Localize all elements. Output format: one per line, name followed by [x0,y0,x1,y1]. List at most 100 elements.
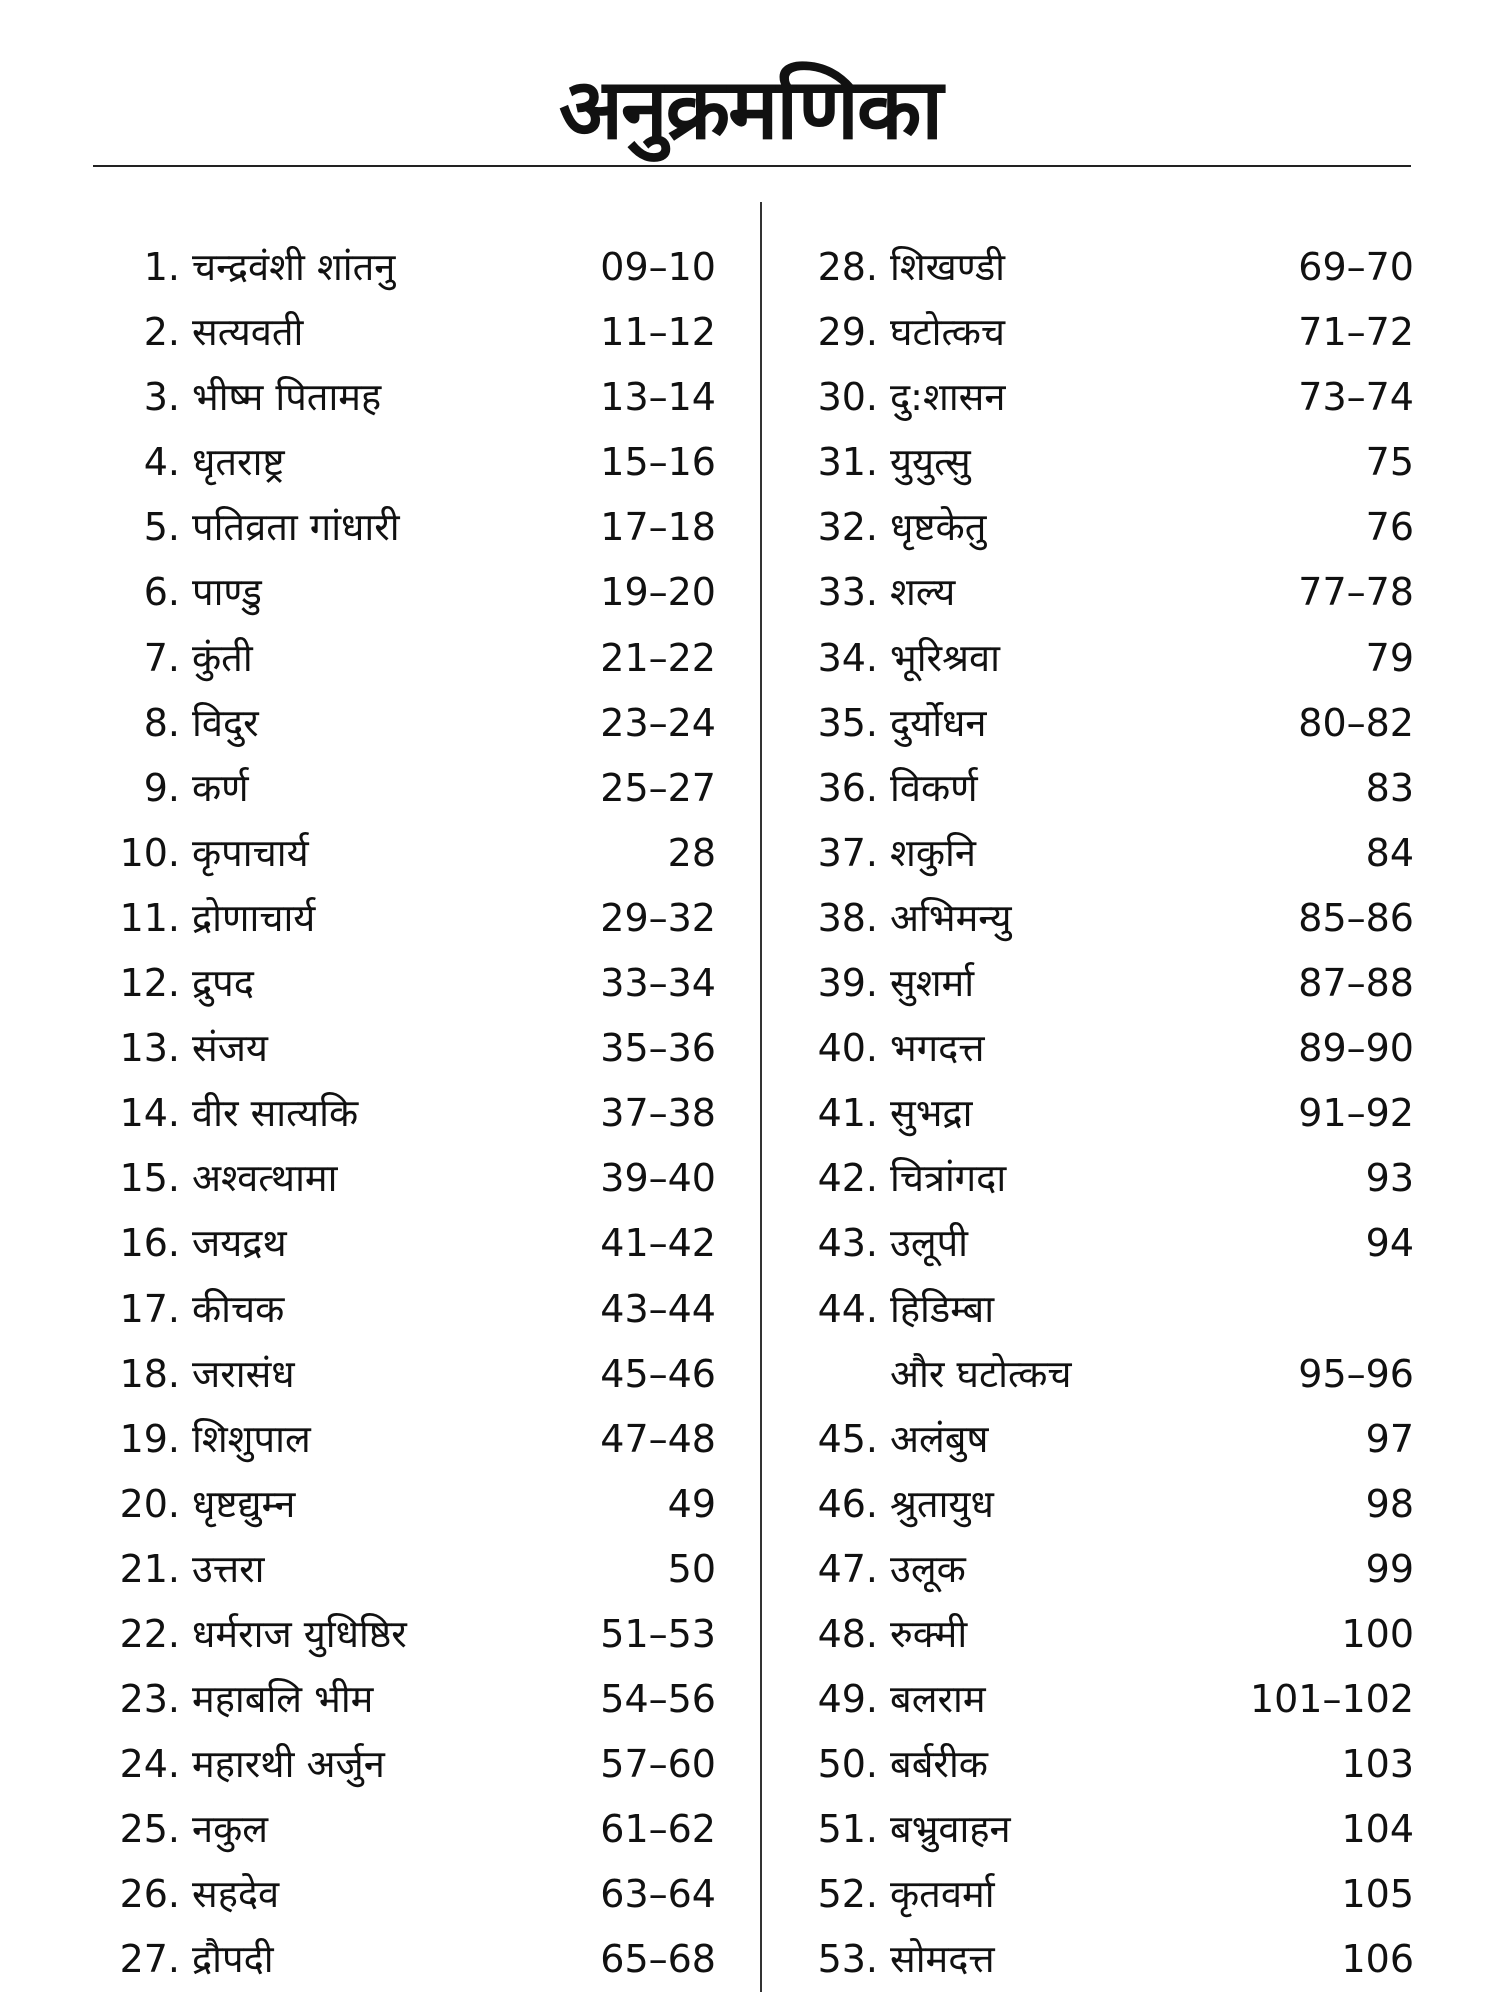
entry-title: द्रुपद [192,961,254,1006]
entry-number: 3. [143,375,180,420]
entry-title: सहदेव [192,1872,280,1917]
entry-number: 15. [119,1156,180,1201]
entry-title: कुंती [192,635,253,680]
entry-number: 35. [817,700,878,745]
entry-title: सत्यवती [192,310,304,355]
entry-number: 37. [817,830,878,875]
entry-pages: 69–70 [1298,245,1414,289]
entry-pages: 09–10 [600,245,716,289]
entry-number: 20. [119,1481,180,1526]
entry-number: 29. [817,310,878,355]
entry-pages: 47–48 [600,1416,716,1461]
toc-entry: 51. बभ्रुवाहन 104 [790,1797,1414,1862]
entry-number: 22. [119,1611,180,1656]
entry-number: 16. [119,1221,180,1266]
entry-title: नकुल [192,1807,269,1852]
entry-title: और घटोत्कच [890,1351,1072,1396]
entry-pages: 41–42 [600,1221,716,1266]
entry-pages: 45–46 [600,1351,716,1396]
entry-number: 4. [143,440,180,485]
toc-entry: 35. दुर्योधन 80–82 [790,691,1414,756]
toc-entry: 7. कुंती 21–22 [80,626,716,691]
toc-entry: 10. कृपाचार्य 28 [80,821,716,886]
toc-entry: 19. शिशुपाल 47–48 [80,1407,716,1472]
entry-number: 42. [817,1156,878,1201]
entry-title: धृतराष्ट्र [192,440,285,485]
entry-title: अलंबुष [890,1416,989,1461]
toc-entry: 18. जरासंध 45–46 [80,1342,716,1407]
entry-number: 51. [817,1807,878,1852]
entry-pages: 15–16 [600,440,716,485]
entry-title: विकर्ण [890,765,978,810]
entry-number: 1. [143,245,180,289]
page-title: अनुक्रमणिका [558,60,943,158]
toc-entry: 15. अश्वत्थामा 39–40 [80,1146,716,1211]
toc-entry: 47. उलूक 99 [790,1537,1414,1602]
entry-pages: 85–86 [1298,895,1414,940]
toc-entry: 50. बर्बरीक 103 [790,1732,1414,1797]
toc-entry: 37. शकुनि 84 [790,821,1414,886]
entry-number: 44. [817,1286,878,1331]
entry-pages: 77–78 [1298,570,1414,615]
entry-pages: 97 [1365,1416,1414,1461]
entry-number: 2. [143,310,180,355]
toc-entry: 26. सहदेव 63–64 [80,1862,716,1927]
entry-title: द्रोणाचार्य [192,895,316,940]
entry-title: कृपाचार्य [192,830,309,875]
entry-title: घटोत्कच [890,310,1006,355]
entry-title: हिडिम्बा [890,1286,995,1331]
toc-entry: 4. धृतराष्ट्र 15–16 [80,430,716,495]
entry-number: 11. [119,895,180,940]
entry-title: भूरिश्रवा [890,635,1000,680]
entry-number: 25. [119,1807,180,1852]
entry-title: श्रुतायुध [890,1481,994,1526]
entry-pages: 104 [1341,1807,1414,1852]
entry-title: कृतवर्मा [890,1872,995,1917]
entry-title: कीचक [192,1286,285,1331]
toc-right-column: 28. शिखण्डी 69–70 29. घटोत्कच 71–72 30. दु:शासन… [790,235,1414,1993]
entry-pages: 39–40 [600,1156,716,1201]
entry-number: 6. [143,570,180,615]
entry-title: शल्य [890,570,956,615]
entry-number: 40. [817,1026,878,1071]
toc-entry: 20. धृष्टद्युम्न 49 [80,1472,716,1537]
entry-pages: 87–88 [1298,961,1414,1006]
entry-pages: 93 [1365,1156,1414,1201]
entry-title: धृष्टद्युम्न [192,1481,296,1526]
entry-title: धर्मराज युधिष्ठिर [192,1611,407,1656]
entry-number: 21. [119,1546,180,1591]
entry-title: बभ्रुवाहन [890,1807,1011,1852]
toc-entry: और घटोत्कच 95–96 [790,1342,1414,1407]
entry-number: 32. [817,505,878,550]
entry-number: 34. [817,635,878,680]
toc-entry: 44. हिडिम्बा [790,1277,1414,1342]
entry-number: 33. [817,570,878,615]
entry-title: धृष्टकेतु [890,505,987,550]
entry-pages: 65–68 [600,1937,716,1982]
toc-entry: 27. द्रौपदी 65–68 [80,1927,716,1992]
entry-pages: 54–56 [600,1677,716,1722]
entry-title: विदुर [192,700,259,745]
entry-pages: 43–44 [600,1286,716,1331]
entry-number: 43. [817,1221,878,1266]
entry-number: 24. [119,1742,180,1787]
toc-entry: 34. भूरिश्रवा 79 [790,626,1414,691]
entry-pages: 28 [667,830,716,875]
entry-title: उलूक [890,1546,966,1591]
toc-entry: 29. घटोत्कच 71–72 [790,300,1414,365]
entry-pages: 80–82 [1298,700,1414,745]
entry-pages: 11–12 [600,310,716,355]
entry-pages: 100 [1341,1611,1414,1656]
entry-pages: 84 [1365,830,1414,875]
toc-entry: 1. चन्द्रवंशी शांतनु 09–10 [80,235,716,300]
entry-pages: 71–72 [1298,310,1414,355]
entry-number: 10. [119,830,180,875]
toc-entry: 31. युयुत्सु 75 [790,430,1414,495]
entry-number: 19. [119,1416,180,1461]
entry-pages: 37–38 [600,1091,716,1136]
entry-pages: 35–36 [600,1026,716,1071]
toc-entry: 53. सोमदत्त 106 [790,1927,1414,1992]
entry-number: 17. [119,1286,180,1331]
entry-pages: 63–64 [600,1872,716,1917]
toc-entry: 5. पतिव्रता गांधारी 17–18 [80,495,716,560]
